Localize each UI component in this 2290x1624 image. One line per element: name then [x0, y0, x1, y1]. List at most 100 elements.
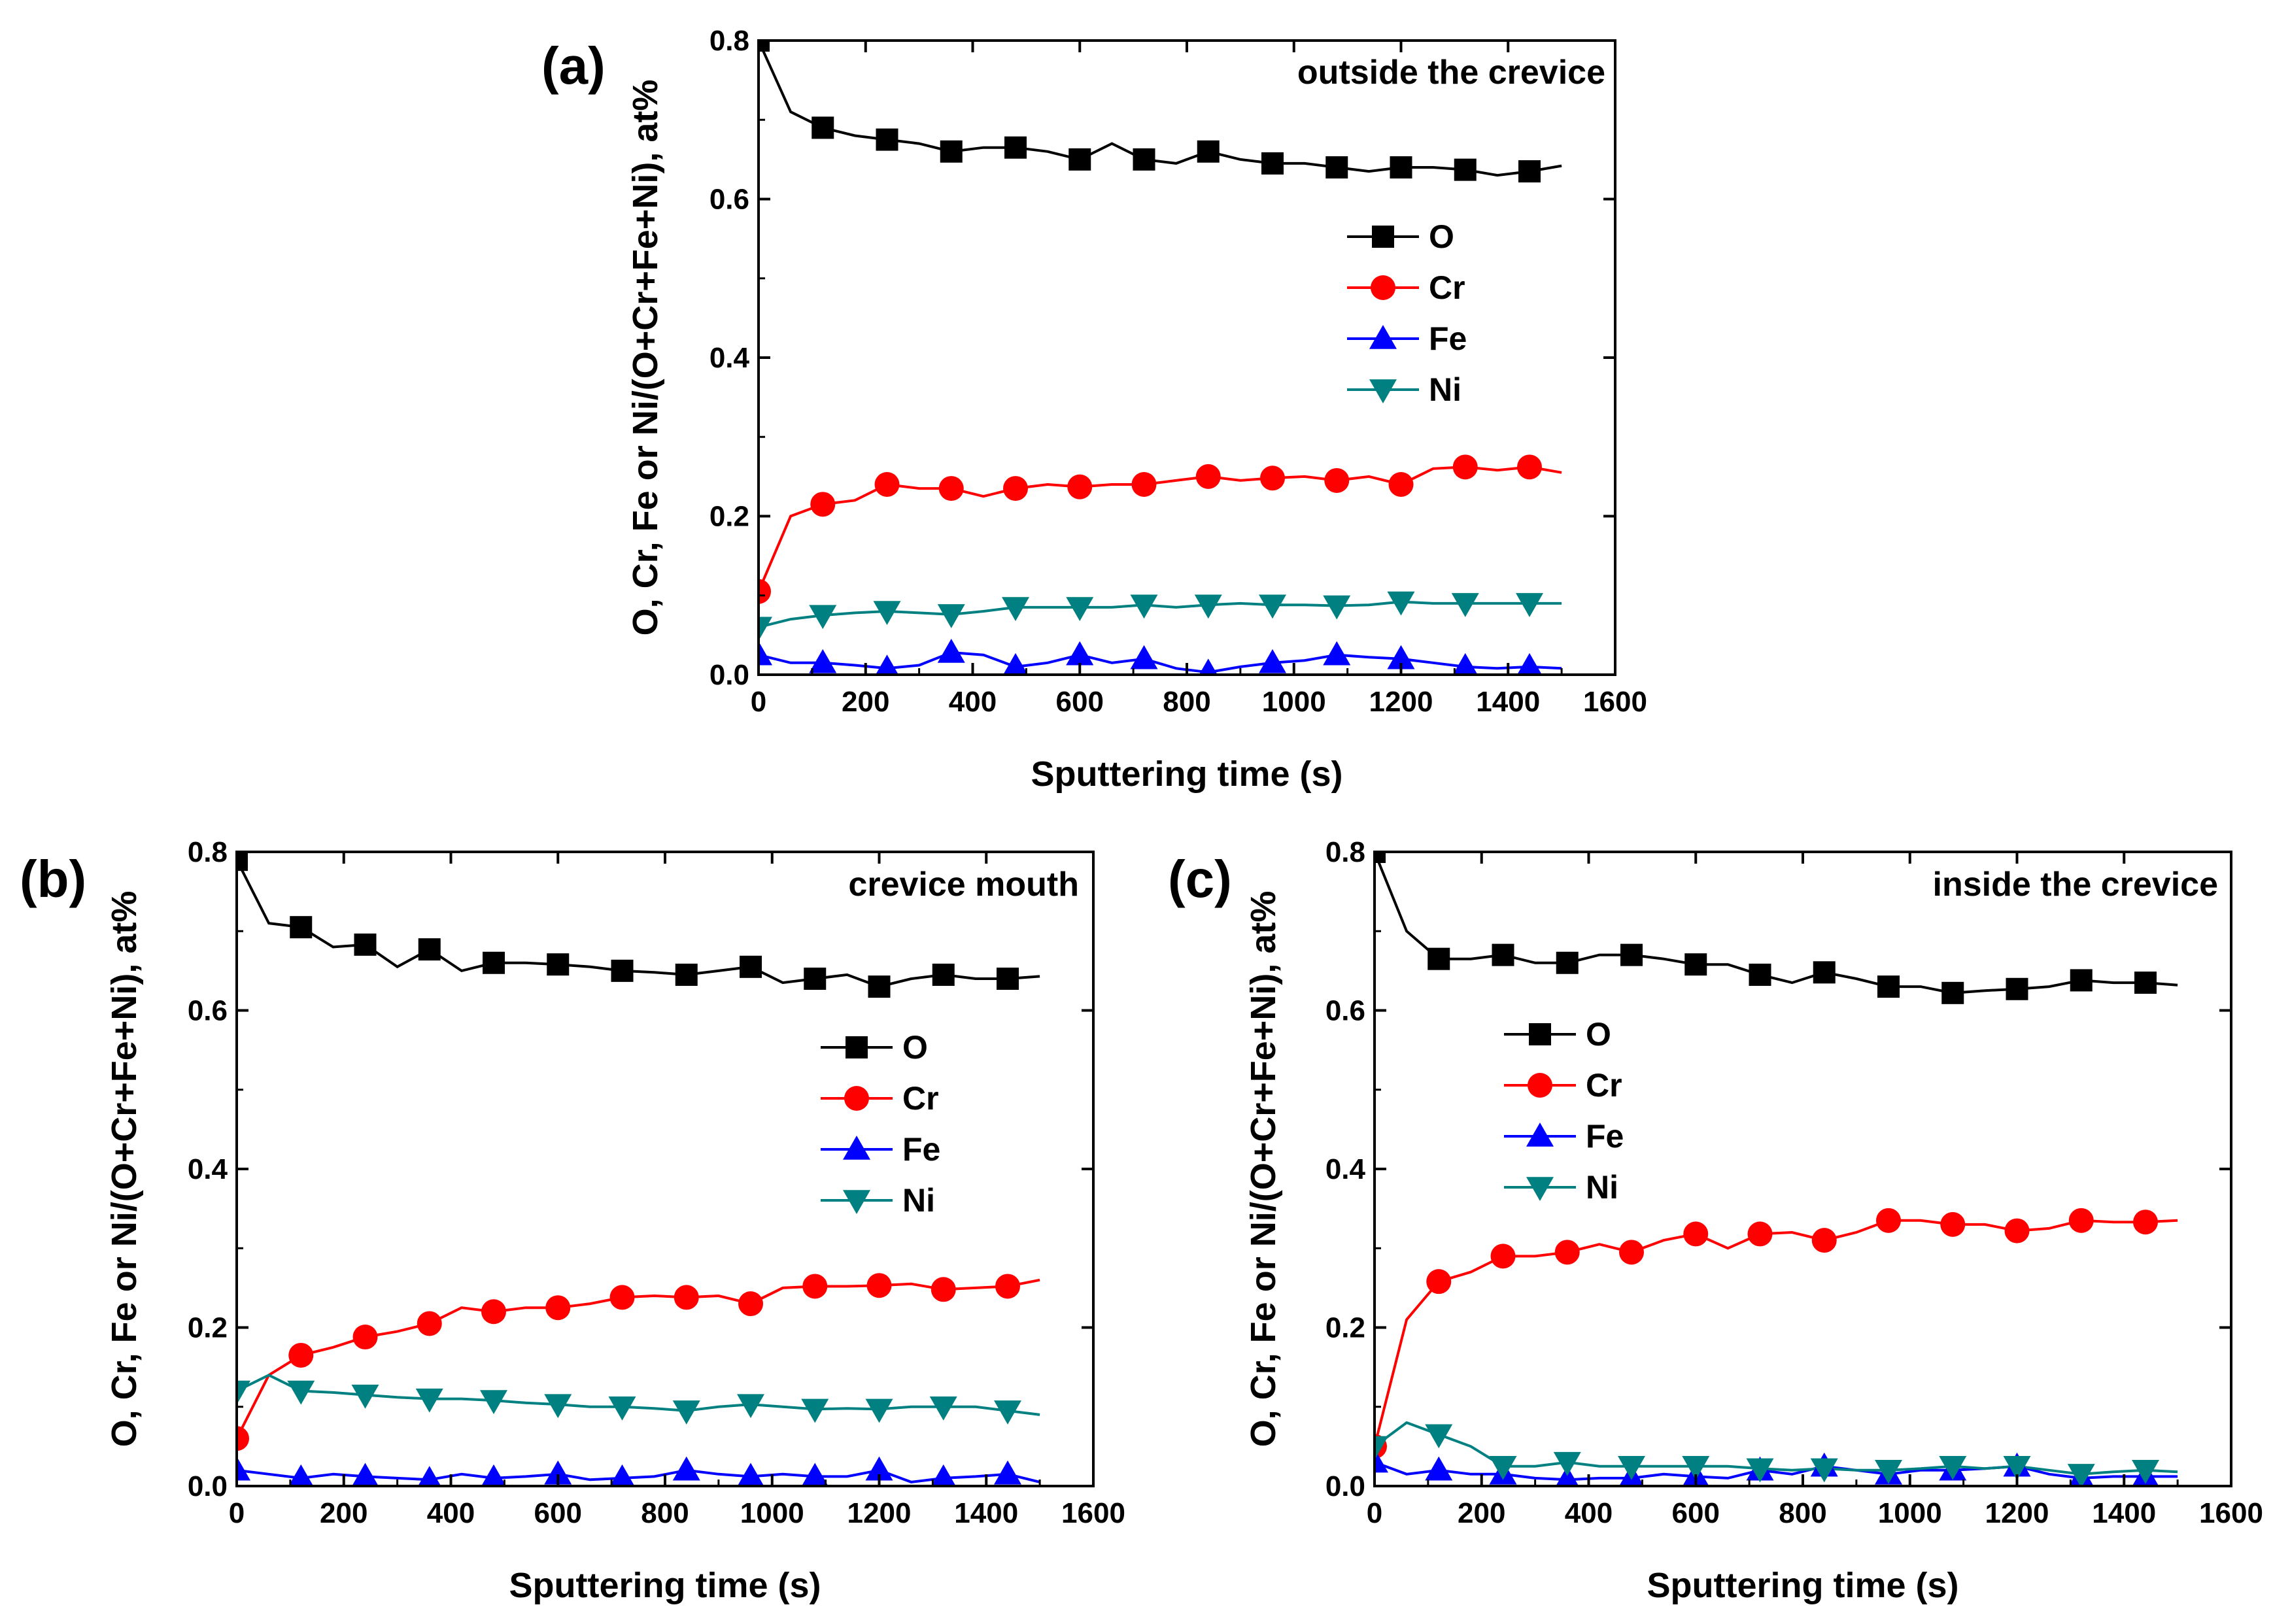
x-tick-label: 1600 [1061, 1497, 1125, 1529]
data-point-Cr [545, 1295, 571, 1321]
data-point-O [1325, 156, 1348, 178]
legend-marker-O [1372, 226, 1394, 248]
data-point-Cr [938, 476, 964, 501]
x-tick-label: 1400 [1476, 686, 1540, 718]
data-point-Ni [1875, 1460, 1902, 1484]
legend-marker-Ni [843, 1190, 870, 1214]
legend-marker-O [846, 1036, 868, 1058]
y-axis-title: O, Cr, Fe or Ni/(O+Cr+Fe+Ni), at% [626, 80, 665, 636]
data-point-Ni [1130, 594, 1158, 619]
data-point-O [354, 933, 377, 956]
data-point-O [1261, 152, 1284, 175]
data-point-Cr [1619, 1240, 1644, 1265]
data-point-O [547, 953, 570, 976]
data-point-Cr [1260, 465, 1285, 491]
legend-marker-Fe [843, 1136, 870, 1160]
series-line-Ni [1375, 1421, 2178, 1476]
x-tick-label: 1200 [1369, 686, 1433, 718]
data-point-Fe [1425, 1456, 1453, 1481]
data-point-Ni [544, 1394, 572, 1419]
data-point-Fe [1387, 645, 1415, 669]
data-point-O [1197, 140, 1220, 163]
data-point-O [1427, 947, 1450, 970]
data-point-Ni [1387, 591, 1415, 616]
data-point-Ni [2003, 1455, 2031, 1480]
data-point-O [1004, 136, 1027, 159]
y-tick-label: 0.6 [709, 184, 749, 216]
data-point-O [1133, 148, 1155, 171]
data-point-Ni [351, 1384, 379, 1409]
data-point-Cr [738, 1291, 763, 1317]
data-point-Ni [809, 605, 837, 630]
y-tick-label: 0.8 [188, 836, 228, 868]
data-point-Cr [1517, 454, 1542, 480]
data-point-Fe [609, 1464, 635, 1486]
y-tick-label: 0.0 [1325, 1470, 1365, 1502]
data-point-O [1941, 981, 1964, 1004]
legend-label-Cr: Cr [902, 1080, 939, 1117]
data-point-O [1556, 951, 1579, 974]
data-point-Ni [737, 1394, 764, 1419]
data-point-Fe [994, 1460, 1021, 1485]
data-point-Cr [931, 1277, 956, 1302]
data-point-Fe [352, 1463, 379, 1486]
data-point-Ni [1939, 1455, 1967, 1480]
data-point-Cr [481, 1299, 506, 1325]
data-point-Fe [801, 1463, 829, 1486]
y-tick-label: 0.8 [709, 25, 749, 57]
y-tick-label: 0.4 [188, 1153, 228, 1185]
data-point-Cr [1067, 474, 1093, 499]
data-point-O [2070, 969, 2093, 992]
legend-label-Cr: Cr [1429, 269, 1465, 306]
x-tick-label: 1200 [1985, 1497, 2049, 1529]
y-tick-label: 0.8 [1325, 836, 1365, 868]
data-point-Fe [544, 1460, 572, 1485]
data-point-Cr [352, 1325, 378, 1350]
x-tick-label: 200 [842, 686, 889, 718]
series-line-Ni [237, 1374, 1040, 1416]
data-point-O [932, 963, 955, 986]
legend-marker-Cr [1371, 275, 1395, 300]
plot-data-area [237, 852, 1040, 1486]
panel-annotation: outside the crevice [1297, 54, 1605, 92]
data-point-Fe [1199, 658, 1218, 675]
data-point-Ni [2132, 1460, 2159, 1484]
y-tick-label: 0.2 [709, 501, 749, 533]
y-tick-label: 0.2 [1325, 1312, 1365, 1344]
data-point-O [1068, 148, 1091, 171]
data-point-Cr [288, 1342, 314, 1368]
x-tick-label: 1400 [954, 1497, 1018, 1529]
y-tick-label: 0.6 [188, 995, 228, 1027]
data-point-Cr [1452, 454, 1478, 480]
data-point-Ni [672, 1400, 700, 1425]
data-point-Fe [1066, 641, 1094, 666]
x-tick-label: 800 [641, 1497, 689, 1529]
data-point-Ni [801, 1398, 829, 1423]
data-point-Fe [1003, 652, 1028, 675]
y-tick-label: 0.6 [1325, 995, 1365, 1027]
data-point-Cr [1131, 472, 1157, 497]
x-tick-label: 1000 [1878, 1497, 1942, 1529]
data-point-O [876, 128, 898, 151]
data-point-Ni [1002, 597, 1029, 621]
data-point-Fe [1130, 645, 1158, 669]
x-tick-label: 400 [427, 1497, 475, 1529]
data-point-Fe [1323, 641, 1351, 666]
data-point-Ni [759, 617, 772, 641]
data-point-Cr [1683, 1221, 1709, 1247]
legend-marker-Fe [1369, 325, 1397, 349]
legend: O Cr Fe Ni [1347, 218, 1467, 408]
data-point-O [1813, 961, 1836, 984]
legend-label-Fe: Fe [902, 1131, 940, 1168]
data-point-Cr [810, 492, 836, 517]
x-tick-label: 200 [320, 1497, 367, 1529]
data-point-Fe [1517, 652, 1542, 675]
data-point-Fe [1556, 1466, 1579, 1486]
data-point-Cr [1490, 1243, 1516, 1269]
data-point-O [2134, 972, 2157, 994]
data-point-Ni [994, 1400, 1021, 1425]
data-point-Ni [480, 1390, 507, 1415]
data-point-O [940, 140, 963, 163]
legend-marker-Ni [1526, 1177, 1554, 1201]
